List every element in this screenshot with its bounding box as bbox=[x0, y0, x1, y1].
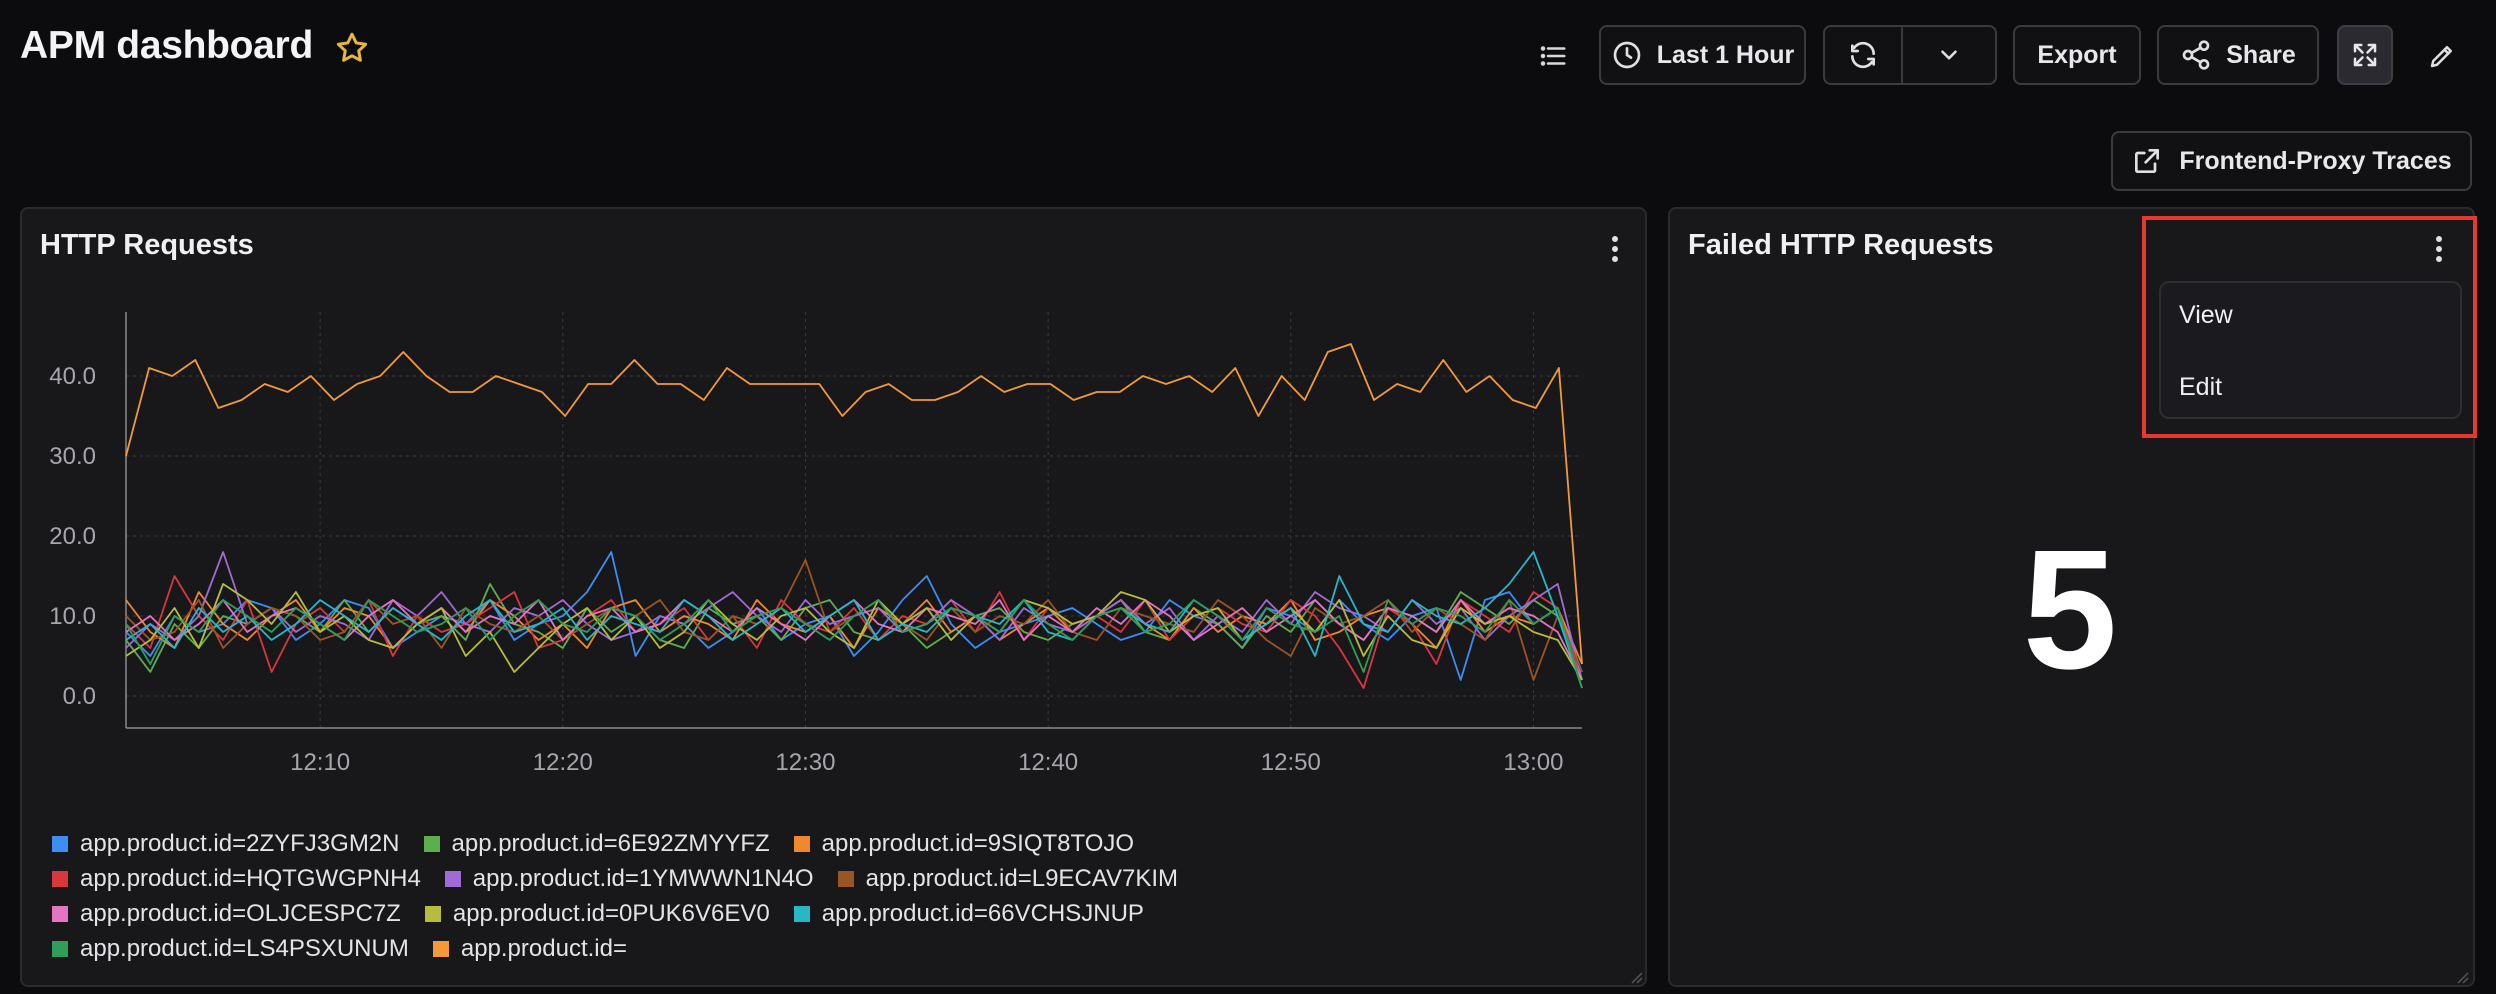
series-line bbox=[125, 591, 1583, 665]
legend-label: app.product.id=66VCHSJNUP bbox=[821, 899, 1144, 927]
panel-menu-button[interactable] bbox=[1600, 229, 1630, 269]
legend-item[interactable]: app.product.id=2ZYFJ3GM2N bbox=[52, 830, 400, 858]
y-tick-label: 20.0 bbox=[49, 523, 96, 550]
legend-swatch bbox=[52, 835, 68, 852]
legend-row: app.product.id=HQTGWGPNH4 app.product.id=… bbox=[52, 861, 1612, 896]
frontend-proxy-traces-button[interactable]: Frontend-Proxy Traces bbox=[2111, 131, 2472, 191]
panel-menu-button[interactable] bbox=[2424, 229, 2454, 269]
pencil-icon bbox=[2430, 46, 2452, 68]
legend-item[interactable]: app.product.id=66VCHSJNUP bbox=[793, 899, 1144, 928]
highlight-box bbox=[2142, 216, 2477, 438]
share-icon bbox=[2182, 40, 2210, 70]
legend-item[interactable]: app.product.id= bbox=[432, 934, 627, 963]
series-line bbox=[125, 559, 1583, 681]
frontend-proxy-traces-label: Frontend-Proxy Traces bbox=[2179, 146, 2452, 175]
legend-label: app.product.id=2ZYFJ3GM2N bbox=[80, 829, 400, 857]
legend-swatch bbox=[432, 940, 449, 957]
y-tick-label: 40.0 bbox=[49, 363, 96, 390]
export-label: Export bbox=[2037, 40, 2117, 69]
external-link-icon bbox=[2135, 149, 2160, 173]
legend-label: app.product.id=0PUK6V6EV0 bbox=[452, 899, 770, 927]
chart-legend: app.product.id=2ZYFJ3GM2N app.product.id=… bbox=[52, 826, 1612, 966]
star-icon[interactable] bbox=[334, 30, 370, 66]
legend-label: app.product.id=OLJCESPC7Z bbox=[80, 899, 401, 927]
refresh-button[interactable] bbox=[1825, 27, 1903, 83]
x-tick-label: 13:00 bbox=[1503, 749, 1563, 776]
legend-item[interactable]: app.product.id=1YMWWN1N4O bbox=[444, 864, 814, 893]
legend-item[interactable]: app.product.id=HQTGWGPNH4 bbox=[52, 865, 421, 893]
legend-label: app.product.id=9SIQT8TOJO bbox=[821, 829, 1135, 857]
series-line bbox=[125, 551, 1583, 689]
failed-requests-value: 5 bbox=[2022, 515, 2118, 705]
legend-label: app.product.id=1YMWWN1N4O bbox=[472, 864, 814, 892]
x-tick-label: 12:10 bbox=[290, 749, 350, 776]
series-line bbox=[125, 599, 1583, 689]
legend-label: app.product.id=HQTGWGPNH4 bbox=[80, 864, 421, 892]
share-label: Share bbox=[2226, 40, 2296, 69]
export-button[interactable]: Export bbox=[2013, 25, 2141, 85]
kebab-icon bbox=[2436, 236, 2442, 262]
dashboard-header: APM dashboard Last 1 Hour Export Share bbox=[0, 0, 2496, 100]
fullscreen-icon bbox=[2353, 43, 2377, 67]
legend-item[interactable]: app.product.id=OLJCESPC7Z bbox=[52, 900, 401, 928]
x-tick-label: 12:20 bbox=[533, 749, 593, 776]
refresh-interval-dropdown[interactable] bbox=[1903, 27, 1995, 83]
menu-item-edit[interactable]: Edit bbox=[2179, 373, 2223, 401]
legend-item[interactable]: app.product.id=9SIQT8TOJO bbox=[793, 829, 1135, 858]
time-range-button[interactable]: Last 1 Hour bbox=[1599, 25, 1806, 85]
legend-label: app.product.id=LS4PSXUNUM bbox=[80, 934, 409, 962]
panel-title: Failed HTTP Requests bbox=[1688, 229, 1994, 261]
legend-swatch bbox=[52, 870, 68, 887]
legend-item[interactable]: app.product.id=LS4PSXUNUM bbox=[52, 935, 409, 963]
series-line bbox=[125, 583, 1583, 681]
legend-swatch bbox=[423, 835, 440, 852]
menu-item-view[interactable]: View bbox=[2179, 301, 2233, 329]
edit-dashboard-button[interactable] bbox=[2424, 38, 2460, 74]
legend-swatch bbox=[837, 870, 854, 887]
list-icon[interactable] bbox=[1535, 38, 1571, 74]
legend-swatch bbox=[52, 940, 68, 957]
chevron-down-icon bbox=[1941, 50, 1957, 60]
panel-context-menu: View Edit bbox=[2159, 281, 2462, 419]
legend-item[interactable]: app.product.id=0PUK6V6EV0 bbox=[424, 899, 770, 928]
failed-http-requests-panel: Failed HTTP Requests bbox=[1668, 207, 2475, 987]
resize-handle-icon[interactable] bbox=[1630, 971, 1644, 985]
legend-swatch bbox=[52, 905, 68, 922]
legend-label: app.product.id=L9ECAV7KIM bbox=[865, 864, 1179, 892]
legend-item[interactable]: app.product.id=6E92ZMYYFZ bbox=[423, 829, 770, 858]
fullscreen-button[interactable] bbox=[2337, 25, 2393, 85]
x-tick-label: 12:50 bbox=[1261, 749, 1321, 776]
panel-title: HTTP Requests bbox=[40, 229, 254, 261]
resize-handle-icon[interactable] bbox=[2456, 971, 2470, 985]
y-tick-label: 30.0 bbox=[49, 443, 96, 470]
legend-row: app.product.id=2ZYFJ3GM2N app.product.id=… bbox=[52, 826, 1612, 861]
share-button[interactable]: Share bbox=[2157, 25, 2319, 85]
legend-label: app.product.id=6E92ZMYYFZ bbox=[451, 829, 770, 857]
refresh-icon bbox=[1851, 41, 1875, 69]
page-title: APM dashboard bbox=[20, 24, 313, 67]
series-line bbox=[125, 343, 1583, 665]
legend-row: app.product.id=LS4PSXUNUM app.product.id= bbox=[52, 931, 1612, 966]
refresh-group bbox=[1823, 25, 1997, 85]
clock-icon bbox=[1613, 41, 1641, 69]
kebab-icon bbox=[1612, 236, 1618, 262]
legend-swatch bbox=[793, 835, 810, 852]
x-tick-label: 12:40 bbox=[1018, 749, 1078, 776]
legend-row: app.product.id=OLJCESPC7Z app.product.id=… bbox=[52, 896, 1612, 931]
legend-item[interactable]: app.product.id=L9ECAV7KIM bbox=[837, 864, 1179, 893]
legend-swatch bbox=[424, 905, 441, 922]
legend-label: app.product.id= bbox=[460, 934, 627, 962]
x-tick-label: 12:30 bbox=[775, 749, 835, 776]
time-range-label: Last 1 Hour bbox=[1656, 40, 1795, 69]
y-tick-label: 0.0 bbox=[63, 683, 96, 710]
legend-swatch bbox=[793, 905, 810, 922]
legend-swatch bbox=[444, 870, 461, 887]
y-tick-label: 10.0 bbox=[49, 603, 96, 630]
